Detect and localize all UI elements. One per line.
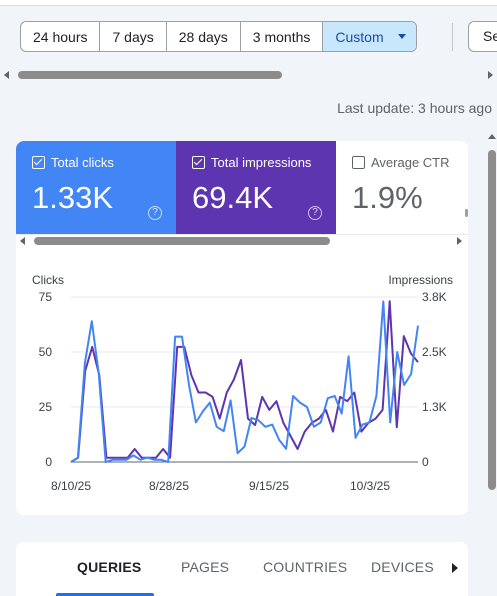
left-tick-label: 75 xyxy=(39,290,53,304)
scroll-left-icon[interactable] xyxy=(4,71,9,79)
scroll-right-icon[interactable] xyxy=(488,71,493,79)
right-tick-label: 3.8K xyxy=(422,290,447,304)
page-vertical-scrollbar[interactable] xyxy=(486,132,497,596)
left-tick-label: 25 xyxy=(39,400,53,414)
filter-3-months[interactable]: 3 months xyxy=(241,22,324,51)
x-tick-label: 8/10/25 xyxy=(51,479,91,493)
filter-custom[interactable]: Custom xyxy=(323,22,416,51)
vertical-scrollbar-thumb[interactable] xyxy=(488,150,496,490)
metric-total-impressions[interactable]: Total impressions 69.4K ? xyxy=(176,141,336,234)
top-toolbar-edge xyxy=(0,0,497,6)
right-tick-label: 1.3K xyxy=(422,400,447,414)
scroll-up-icon[interactable] xyxy=(488,134,496,139)
filter-7-days[interactable]: 7 days xyxy=(100,22,167,51)
right-tick-label: 2.5K xyxy=(422,345,447,359)
x-tick-label: 8/28/25 xyxy=(149,479,189,493)
tab-devices[interactable]: DEVICES xyxy=(371,559,434,575)
left-tick-label: 0 xyxy=(45,455,52,469)
impressions-checkbox[interactable] xyxy=(192,156,205,169)
metrics-horizontal-scrollbar[interactable] xyxy=(16,234,468,246)
help-icon xyxy=(465,209,468,217)
metric-average-ctr[interactable]: Average CTR 1.9% xyxy=(336,141,468,234)
tab-pages[interactable]: PAGES xyxy=(181,559,230,575)
clicks-value: 1.33K xyxy=(32,180,114,215)
last-update-text: Last update: 3 hours ago xyxy=(337,100,492,116)
right-tick-label: 0 xyxy=(422,455,429,469)
scrollbar-thumb[interactable] xyxy=(34,237,330,245)
help-icon[interactable]: ? xyxy=(148,206,162,220)
scrollbar-thumb[interactable] xyxy=(18,71,282,79)
tab-queries[interactable]: QUERIES xyxy=(77,559,142,575)
clicks-checkbox[interactable] xyxy=(32,156,45,169)
active-tab-indicator xyxy=(56,593,154,596)
report-tabs: QUERIES PAGES COUNTRIES DEVICES xyxy=(16,542,468,596)
clicks-label: Total clicks xyxy=(51,155,114,170)
ctr-value: 1.9% xyxy=(352,180,423,215)
impressions-value: 69.4K xyxy=(192,180,274,215)
left-axis-title: Clicks xyxy=(32,273,64,287)
filters-horizontal-scrollbar[interactable] xyxy=(0,69,497,81)
performance-card: Total clicks 1.33K ? Total impressions 6… xyxy=(16,141,468,515)
filter-24-hours[interactable]: 24 hours xyxy=(21,22,101,51)
scroll-left-icon[interactable] xyxy=(20,237,25,245)
metric-total-clicks[interactable]: Total clicks 1.33K ? xyxy=(16,141,176,234)
performance-chart: Clicks Impressions 75 3.8K 50 2.5K 25 1.3K 0 0 8… xyxy=(32,273,453,493)
impressions-label: Total impressions xyxy=(211,155,312,170)
search-type-button[interactable]: Se xyxy=(468,21,497,52)
date-range-filter: 24 hours 7 days 28 days 3 months Custom xyxy=(20,21,417,52)
ctr-checkbox[interactable] xyxy=(352,156,365,169)
x-tick-label: 9/15/25 xyxy=(249,479,289,493)
left-tick-label: 50 xyxy=(39,345,53,359)
right-axis-title: Impressions xyxy=(388,273,453,287)
impressions-series-line xyxy=(70,300,419,463)
x-tick-label: 10/3/25 xyxy=(350,479,390,493)
scroll-right-icon[interactable] xyxy=(457,237,462,245)
tab-countries[interactable]: COUNTRIES xyxy=(263,559,348,575)
filter-28-days[interactable]: 28 days xyxy=(167,22,241,51)
help-icon[interactable]: ? xyxy=(308,206,322,220)
ctr-label: Average CTR xyxy=(371,155,450,170)
chevron-down-icon xyxy=(397,34,406,39)
toolbar-divider xyxy=(452,23,453,51)
clicks-series-line xyxy=(70,300,419,463)
filter-custom-label: Custom xyxy=(335,28,384,45)
chevron-right-icon[interactable] xyxy=(452,563,458,573)
